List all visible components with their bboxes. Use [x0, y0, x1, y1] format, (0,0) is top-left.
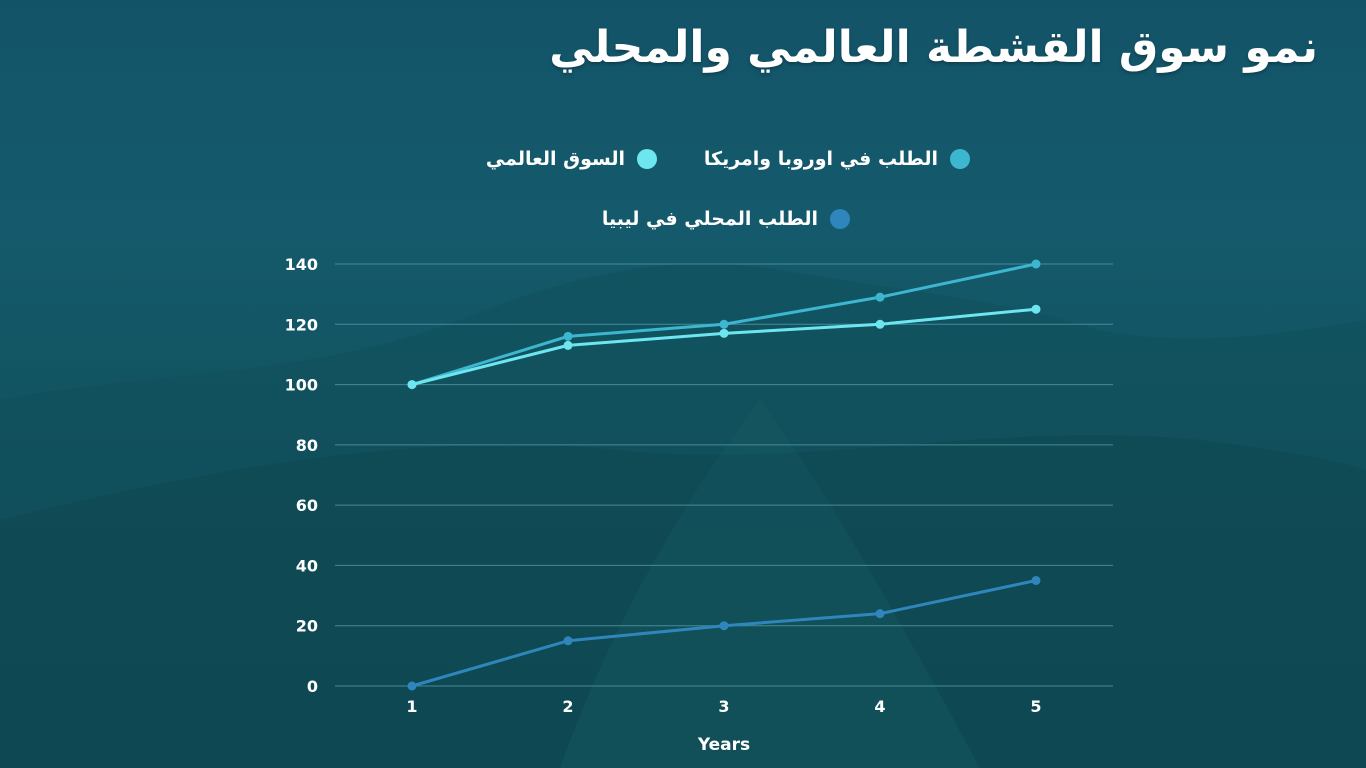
- y-tick-label: 100: [285, 376, 318, 395]
- data-point: [407, 681, 417, 691]
- x-tick-label: 1: [406, 697, 417, 716]
- data-point: [875, 292, 885, 302]
- legend-item-europe-america: الطلب في اوروبا وامريكا: [704, 148, 970, 170]
- data-point: [1031, 304, 1041, 314]
- legend-label: الطلب المحلي في ليبيا: [601, 208, 818, 230]
- data-point: [563, 636, 573, 646]
- legend-item-libya-local: الطلب المحلي في ليبيا: [602, 208, 850, 230]
- data-point: [563, 331, 573, 341]
- series-line: [410, 579, 1038, 688]
- y-tick-label: 140: [285, 255, 318, 274]
- y-tick-label: 120: [285, 315, 318, 334]
- legend-marker: [830, 209, 850, 229]
- data-point: [1031, 259, 1041, 269]
- legend-label: السوق العالمي: [485, 148, 625, 170]
- x-tick-label: 3: [718, 697, 729, 716]
- legend-marker: [950, 149, 970, 169]
- legend-marker: [637, 149, 657, 169]
- legend-label: الطلب في اوروبا وامريكا: [703, 148, 938, 170]
- data-point: [719, 319, 729, 329]
- data-point: [875, 319, 885, 329]
- x-tick-label: 2: [562, 697, 573, 716]
- legend-item-global-market: السوق العالمي: [486, 148, 657, 170]
- data-point: [719, 621, 729, 631]
- data-point: [1031, 576, 1041, 585]
- data-point: [719, 328, 729, 338]
- x-tick-label: 4: [874, 697, 885, 716]
- y-tick-label: 60: [296, 496, 318, 515]
- y-tick-label: 20: [296, 617, 318, 636]
- y-tick-label: 80: [296, 436, 318, 455]
- y-tick-label: 40: [296, 556, 318, 575]
- x-axis-title: Years: [697, 735, 750, 755]
- data-point: [875, 609, 885, 619]
- x-tick-label: 5: [1030, 697, 1041, 716]
- y-tick-label: 0: [307, 677, 318, 696]
- page-title: نمو سوق القشطة العالمي والمحلي: [549, 22, 1318, 73]
- data-point: [407, 380, 417, 390]
- data-point: [563, 340, 573, 350]
